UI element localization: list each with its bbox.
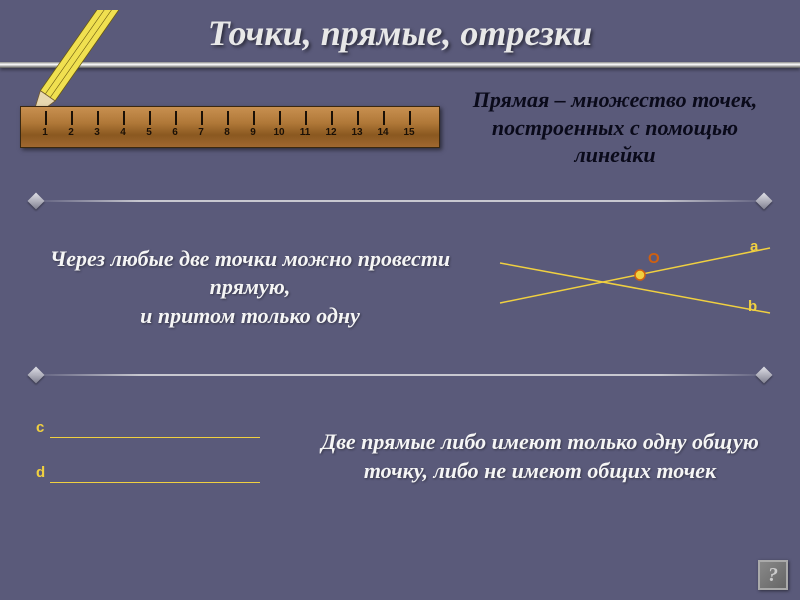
ruler-number: 2 [68, 127, 74, 138]
svg-text:b: b [748, 298, 757, 315]
definition-text: Прямая – множество точек, построенных с … [450, 86, 780, 169]
ruler-tick [409, 111, 411, 125]
fact-text: Две прямые либо имеют только одну общую … [300, 428, 780, 485]
section-definition: 123456789101112131415 Прямая – множество… [0, 68, 800, 179]
ruler-tick [305, 111, 307, 125]
section-divider [30, 367, 770, 383]
ruler-number: 7 [198, 127, 204, 138]
intersection-diagram: a b O [490, 233, 780, 343]
ruler-tick [175, 111, 177, 125]
ruler-number: 4 [120, 127, 126, 138]
ruler-tick [331, 111, 333, 125]
svg-text:O: O [648, 250, 660, 267]
ruler-number: 3 [94, 127, 100, 138]
ruler-tick [253, 111, 255, 125]
ruler-tick [123, 111, 125, 125]
theorem-text: Через любые две точки можно провести пря… [20, 245, 480, 331]
ruler-number: 15 [403, 127, 414, 138]
ruler-number: 6 [172, 127, 178, 138]
ruler-number: 9 [250, 127, 256, 138]
ruler-number: 14 [377, 127, 388, 138]
ruler-tick [201, 111, 203, 125]
help-button[interactable]: ? [758, 560, 788, 590]
parallel-line [50, 437, 260, 439]
ruler-tick [45, 111, 47, 125]
ruler-tick [227, 111, 229, 125]
ruler-tick [149, 111, 151, 125]
line-label: d [36, 464, 45, 481]
ruler-number: 5 [146, 127, 152, 138]
ruler-number: 10 [273, 127, 284, 138]
line-label: c [36, 419, 44, 436]
ruler-tick [357, 111, 359, 125]
section-divider [30, 193, 770, 209]
ruler-number: 12 [325, 127, 336, 138]
ruler-tick [71, 111, 73, 125]
ruler-tick [383, 111, 385, 125]
ruler-number: 11 [300, 127, 311, 138]
ruler: 123456789101112131415 [20, 106, 440, 148]
page-title: Точки, прямые, отрезки [0, 0, 800, 62]
parallel-diagram: cd [20, 407, 280, 507]
parallel-line [50, 482, 260, 484]
section-fact: cd Две прямые либо имеют только одну общ… [0, 397, 800, 507]
svg-text:a: a [750, 238, 759, 255]
ruler-number: 8 [224, 127, 230, 138]
ruler-number: 13 [351, 127, 362, 138]
section-theorem: Через любые две точки можно провести пря… [0, 223, 800, 353]
ruler-number: 1 [42, 127, 48, 138]
ruler-tick [97, 111, 99, 125]
ruler-tick [279, 111, 281, 125]
